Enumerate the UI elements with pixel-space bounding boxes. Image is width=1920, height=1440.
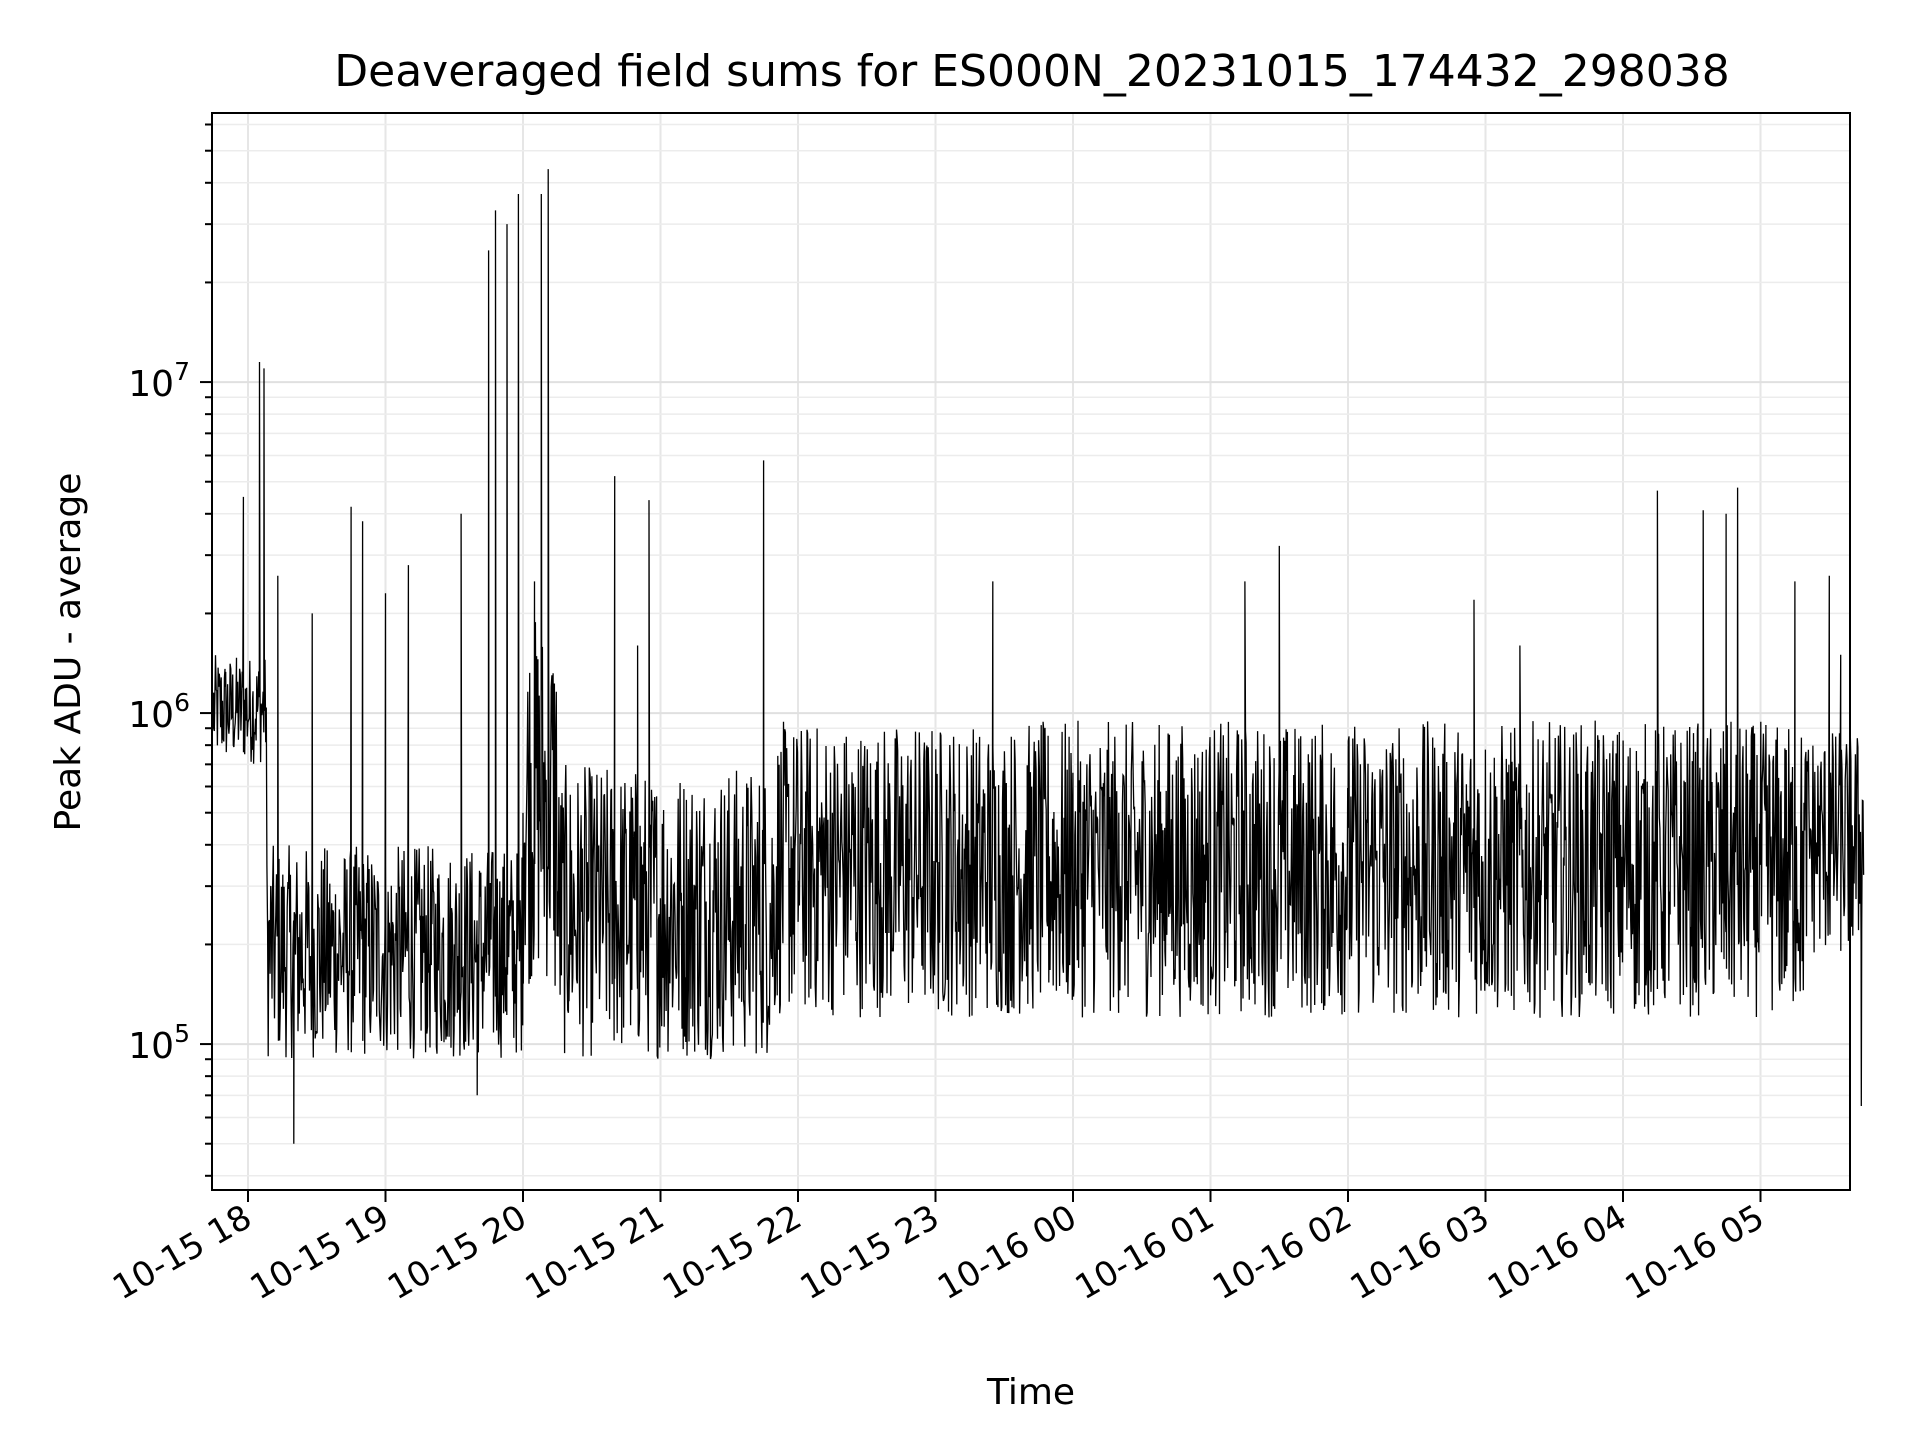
- y-tick-label: 107: [128, 357, 190, 405]
- y-tick-label: 106: [128, 688, 190, 736]
- series-line: [212, 169, 1865, 1144]
- series-line-group: [212, 169, 1865, 1144]
- y-tick-label: 105: [128, 1019, 190, 1067]
- chart-title: Deaveraged field sums for ES000N_2023101…: [334, 46, 1730, 97]
- x-axis-label: Time: [986, 1372, 1075, 1413]
- plot-frame: [211, 112, 1851, 1191]
- y-axis: 105 106 107: [128, 123, 212, 1177]
- y-axis-label: Peak ADU - average: [48, 473, 89, 832]
